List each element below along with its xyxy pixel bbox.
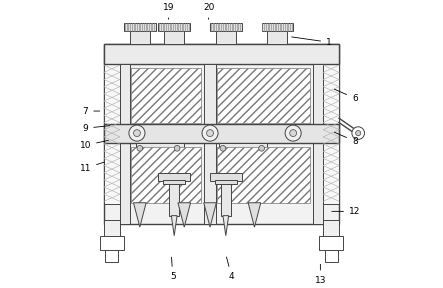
Bar	[169, 181, 179, 216]
Polygon shape	[171, 216, 177, 236]
Bar	[131, 147, 202, 203]
Bar	[136, 143, 184, 154]
Bar	[105, 250, 118, 262]
Bar	[104, 64, 120, 204]
Polygon shape	[178, 203, 190, 227]
Circle shape	[285, 125, 301, 141]
Polygon shape	[204, 203, 216, 227]
Bar	[319, 236, 343, 250]
Bar	[210, 23, 241, 31]
Circle shape	[137, 145, 143, 151]
Bar	[104, 44, 339, 64]
Text: 1: 1	[291, 37, 332, 47]
Bar	[104, 124, 339, 143]
Bar	[221, 181, 231, 216]
Bar	[216, 31, 236, 44]
Bar	[100, 236, 124, 250]
Bar	[120, 64, 130, 224]
Circle shape	[206, 130, 214, 137]
Text: 19: 19	[163, 3, 174, 19]
Bar	[204, 64, 216, 224]
Bar	[219, 143, 268, 154]
Bar	[210, 173, 241, 181]
Bar	[130, 31, 150, 44]
Text: 4: 4	[226, 257, 234, 281]
Bar	[215, 180, 237, 184]
Circle shape	[174, 145, 180, 151]
Bar	[159, 173, 190, 181]
Bar	[323, 220, 339, 237]
Text: 11: 11	[80, 162, 104, 173]
Text: 7: 7	[82, 107, 100, 115]
Circle shape	[220, 145, 226, 151]
Text: 5: 5	[170, 257, 176, 281]
Circle shape	[290, 130, 297, 137]
Text: 13: 13	[315, 264, 326, 285]
Text: 12: 12	[332, 207, 361, 216]
Circle shape	[259, 145, 264, 151]
Circle shape	[356, 130, 361, 136]
Polygon shape	[133, 203, 146, 227]
Circle shape	[202, 125, 218, 141]
Bar	[163, 180, 185, 184]
Bar	[104, 220, 120, 237]
Bar	[164, 31, 184, 44]
Circle shape	[129, 125, 145, 141]
Text: 6: 6	[334, 89, 358, 103]
Bar	[104, 44, 339, 224]
Text: 8: 8	[334, 132, 358, 146]
Bar	[217, 147, 311, 203]
Bar	[262, 23, 293, 31]
Bar	[313, 64, 323, 224]
Bar	[159, 23, 190, 31]
Polygon shape	[248, 203, 261, 227]
Text: 9: 9	[82, 124, 110, 133]
Bar	[124, 23, 155, 31]
Text: 20: 20	[203, 3, 214, 19]
Text: 10: 10	[80, 140, 109, 150]
Bar	[323, 64, 339, 204]
Polygon shape	[223, 216, 229, 236]
Bar	[217, 68, 311, 122]
Bar	[131, 68, 202, 122]
Bar	[268, 31, 288, 44]
Bar	[325, 250, 338, 262]
Circle shape	[133, 130, 140, 137]
Circle shape	[352, 127, 365, 139]
